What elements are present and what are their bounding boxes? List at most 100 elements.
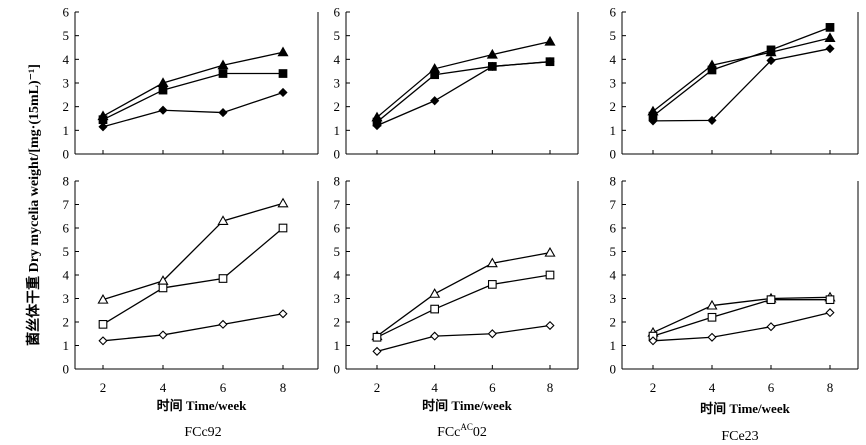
marker-open-diamond-2 [98,336,108,346]
panel-top-3-fce23: 0 1 2 3 4 5 6 [610,5,859,162]
x-tick-label: 8 [547,380,554,395]
series-line-open-triangle [102,202,284,301]
y-tick-label: 5 [334,244,341,259]
x-tick-label: 4 [160,380,167,395]
y-tick-label: 2 [610,99,617,114]
y-tick-label: 1 [610,338,617,353]
y-tick-label: 5 [610,244,617,259]
y-tick-label: 8 [334,174,341,189]
series-line-filled-square [376,61,551,123]
marker-open-diamond-6 [766,322,776,332]
series-line-filled-triangle [102,51,284,117]
panel-title-fce23: FCe23 [721,429,758,444]
marker-filled-diamond-4 [158,105,168,115]
panel-title-fccac02-suffix: 02 [473,425,487,440]
marker-filled-diamond-2 [372,121,382,131]
marker-open-diamond-8 [825,308,835,318]
y-tick-label: 3 [63,76,70,91]
marker-open-diamond-8 [278,309,288,319]
marker-open-triangle-6 [217,215,229,225]
series-line-open-square [652,299,830,337]
y-tick-label: 1 [610,123,617,138]
y-tick-label: 3 [610,291,617,306]
series-line-filled-triangle [652,37,831,112]
marker-filled-square-8 [825,23,835,32]
y-tick-label: 6 [610,5,617,20]
marker-filled-diamond-6 [218,108,228,118]
marker-open-square-8 [278,223,288,233]
y-tick-label: 3 [63,291,70,306]
y-tick-label: 4 [610,268,617,283]
y-tick-label: 2 [334,315,341,330]
y-tick-label: 4 [334,268,341,283]
y-tick-label: 6 [334,5,341,20]
marker-open-diamond-4 [707,332,717,342]
marker-filled-diamond-4 [430,96,440,106]
series-line-filled-square [102,72,283,121]
series-line-filled-diamond [376,61,551,127]
marker-open-diamond-2 [372,346,382,356]
y-axis-label: 菌丝体干重 Dry mycelia weight/[mg·(15mL)⁻¹] [25,64,42,346]
marker-open-diamond-6 [218,319,228,329]
marker-filled-diamond-6 [487,61,497,72]
y-tick-label: 8 [610,174,617,189]
panel-bottom-2-fccac02: 0 1 2 3 4 5 6 7 8 2 4 6 8 时间 Time/week [334,174,579,413]
y-tick-label: 0 [63,362,70,377]
marker-filled-square-4 [430,70,440,80]
y-tick-label: 5 [63,28,70,43]
marker-open-square-6 [766,295,776,305]
panel-top-2-fccac02: 0 1 2 3 4 5 6 [334,5,579,162]
marker-filled-diamond-4 [707,115,717,125]
y-tick-label: 8 [63,174,70,189]
y-tick-label: 4 [610,52,617,67]
y-tick-label: 0 [334,362,341,377]
marker-filled-square-8 [278,69,288,78]
marker-filled-triangle-6 [217,59,229,70]
y-tick-label: 0 [63,147,70,162]
series-line-filled-square [652,26,831,117]
panel-title-fcc92: FCc92 [184,425,221,440]
x-axis-label: 时间 Time/week [700,401,790,416]
series-line-open-square [102,227,284,325]
y-tick-label: 2 [63,315,70,330]
y-tick-label: 7 [610,197,617,212]
panel-bottom-1-fcc92: 0 1 2 3 4 5 6 7 8 2 4 6 8 时间 Time/week [63,174,319,413]
marker-filled-triangle-8 [277,46,289,57]
marker-open-square-8 [825,295,835,305]
y-tick-label: 6 [63,221,70,236]
marker-open-diamond-2 [648,336,658,346]
y-tick-label: 5 [334,28,341,43]
y-tick-label: 2 [610,315,617,330]
marker-filled-square-4 [707,65,717,75]
panel-title-fccac02-sup: AC [460,422,473,432]
y-tick-label: 4 [334,52,341,67]
marker-filled-triangle-6 [486,48,498,59]
x-tick-label: 2 [100,380,107,395]
x-tick-label: 8 [280,380,287,395]
marker-open-diamond-4 [430,331,440,341]
marker-open-triangle-8 [277,197,289,208]
x-tick-label: 8 [827,380,834,395]
marker-filled-diamond-8 [278,87,288,98]
x-axis-label: 时间 Time/week [157,398,247,413]
series-line-open-diamond [376,324,551,353]
series-line-filled-triangle [376,40,551,118]
marker-open-triangle-4 [706,299,718,310]
series-line-open-diamond [652,311,831,342]
marker-open-square-4 [158,283,168,293]
marker-open-diamond-6 [487,329,497,339]
series-line-open-diamond [102,313,284,342]
y-tick-label: 1 [334,338,341,353]
marker-filled-diamond-6 [766,55,776,66]
series-line-open-triangle [652,296,831,334]
y-tick-label: 6 [63,5,70,20]
marker-filled-square-4 [158,85,168,95]
panel-title-fccac02: FCcAC02 [437,422,487,440]
x-tick-label: 2 [374,380,381,395]
marker-open-diamond-4 [158,330,168,340]
marker-filled-square-6 [218,69,228,78]
marker-open-triangle-6 [486,257,498,268]
y-tick-label: 0 [334,147,341,162]
y-tick-label: 4 [63,268,70,283]
